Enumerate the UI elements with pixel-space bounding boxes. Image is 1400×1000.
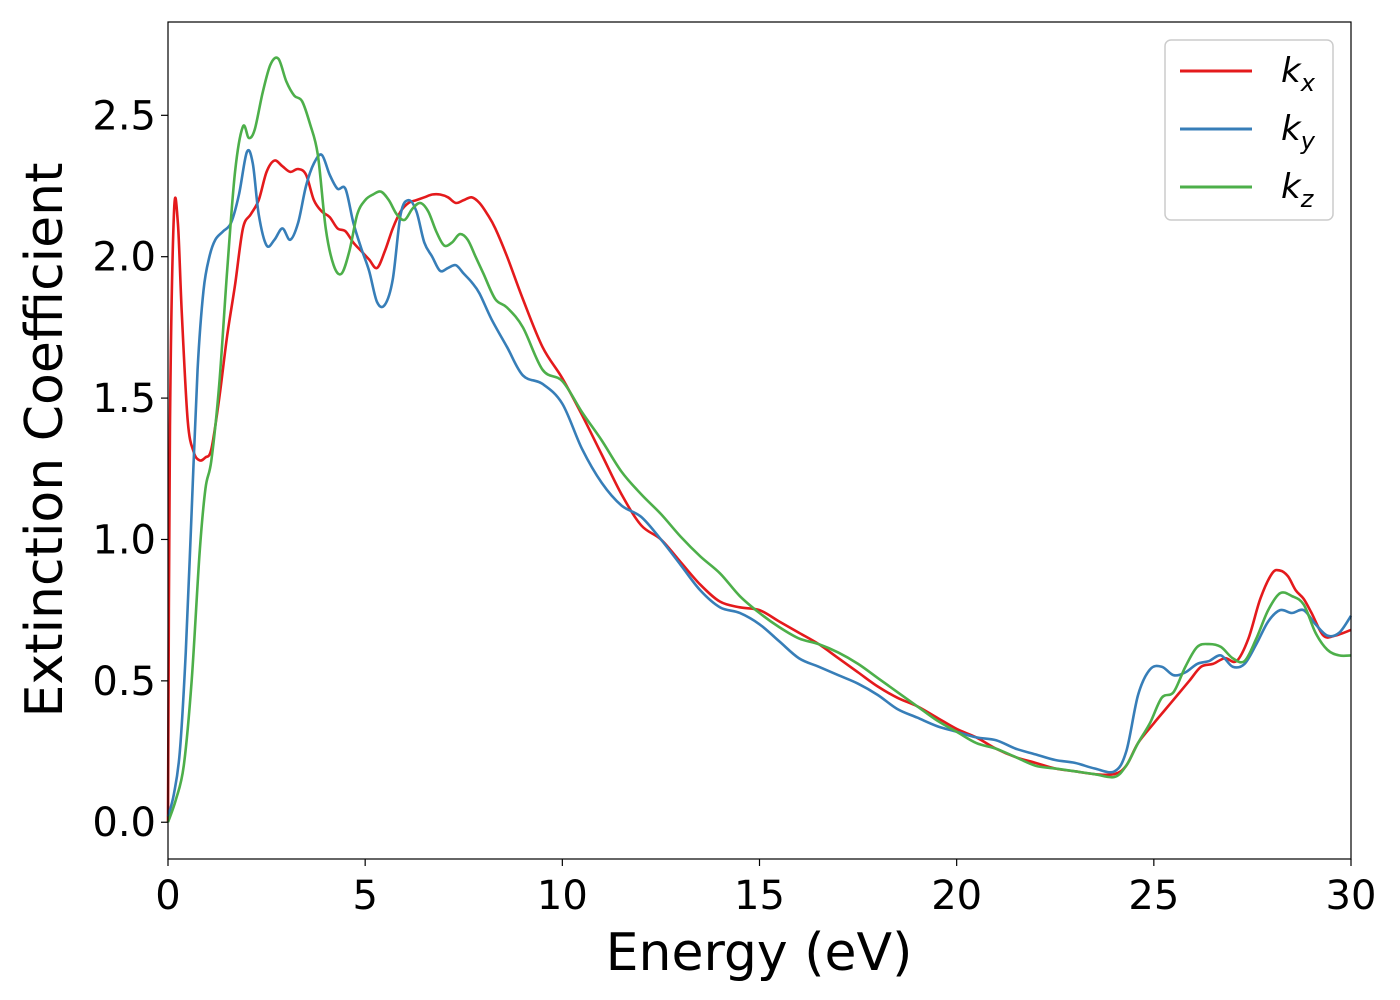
x-axis-title: Energy (eV) [606,923,913,983]
series-layer [166,56,1353,823]
x-axis-ticks: 0 5 10 15 20 25 30 [155,859,1376,919]
y-tick-label: 0.0 [92,800,156,846]
x-tick-label: 30 [1326,873,1377,919]
y-tick-label: 1.0 [92,517,156,563]
x-tick-label: 5 [352,873,377,919]
y-axis-ticks: 0.0 0.5 1.0 1.5 2.0 2.5 [92,93,168,846]
series-line-x [166,159,1352,823]
x-tick-label: 20 [931,873,982,919]
series-line-y [166,148,1353,817]
y-tick-label: 1.5 [92,376,156,422]
x-tick-label: 0 [155,873,180,919]
series-line-z [166,56,1352,823]
y-tick-label: 2.0 [92,235,156,281]
y-tick-label: 2.5 [92,93,156,139]
y-axis-title: Extinction Coefficient [15,163,75,718]
x-tick-label: 25 [1128,873,1179,919]
x-tick-label: 10 [537,873,588,919]
x-tick-label: 15 [734,873,785,919]
y-tick-label: 0.5 [92,659,156,705]
